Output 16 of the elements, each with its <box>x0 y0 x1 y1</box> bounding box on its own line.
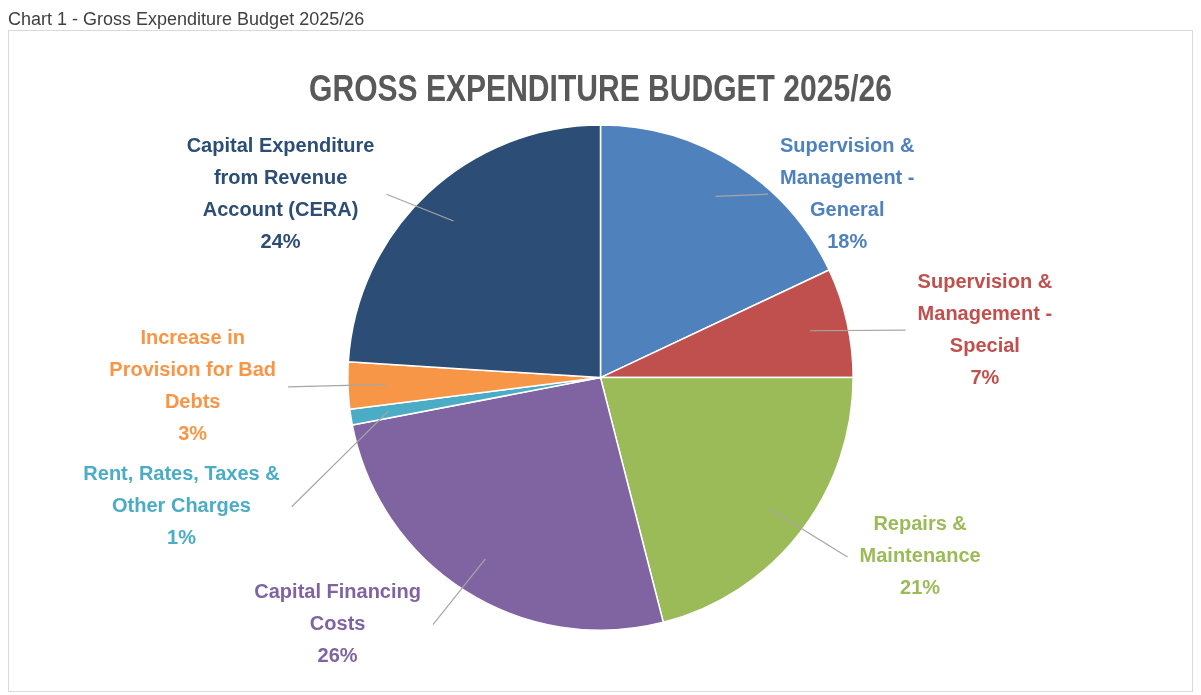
slice-label: Capital Expenditure from Revenue Account (CERA) <box>186 133 375 220</box>
slice-label: Rent, Rates, Taxes & Other Charges <box>83 462 280 517</box>
chart-title: GROSS EXPENDITURE BUDGET 2025/26 <box>309 67 892 109</box>
data-label: 1% <box>167 526 197 549</box>
slice-label: Repairs & Maintenance <box>859 512 981 567</box>
data-label: 26% <box>317 644 358 667</box>
data-label: 24% <box>260 229 301 252</box>
slice-label: Supervision & Management - Special <box>917 269 1053 356</box>
data-label: 18% <box>827 229 868 252</box>
data-label: 21% <box>900 576 941 599</box>
data-label: 7% <box>970 365 1000 388</box>
caption: Chart 1 - Gross Expenditure Budget 2025/26 <box>8 8 366 30</box>
slice-label: Increase in Provision for Bad Debts <box>109 326 277 413</box>
data-label: 3% <box>178 422 208 445</box>
slice-label: Capital Financing Costs <box>254 580 421 635</box>
slice-label: Supervision & Management - General <box>780 133 915 220</box>
